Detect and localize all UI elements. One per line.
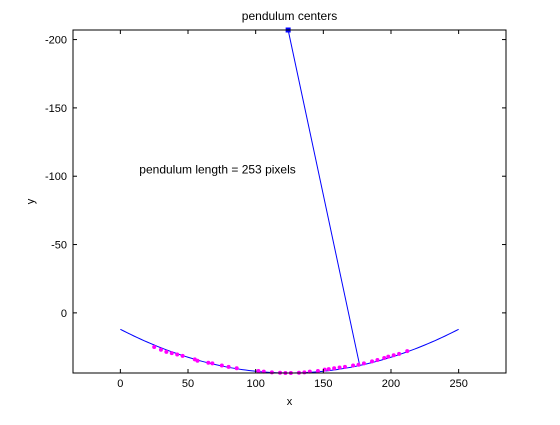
y-tick-label: -150 — [45, 103, 67, 115]
pendulum-length-annotation: pendulum length = 253 pixels — [139, 162, 295, 176]
data-point — [386, 354, 391, 359]
data-point — [405, 349, 410, 354]
y-tick-label: 0 — [61, 308, 67, 320]
data-point — [180, 353, 185, 358]
data-point — [226, 364, 231, 369]
data-point — [337, 365, 342, 370]
y-tick-label: -50 — [51, 240, 67, 252]
x-tick-label: 100 — [246, 378, 264, 390]
data-point — [164, 349, 169, 354]
axes-box — [72, 29, 507, 374]
data-point — [375, 358, 380, 363]
y-tick-label: -100 — [45, 171, 67, 183]
data-point — [195, 358, 200, 363]
y-axis-label: y — [25, 198, 37, 204]
data-point — [169, 351, 174, 356]
data-point — [152, 345, 157, 350]
data-point — [332, 366, 337, 371]
data-point — [391, 353, 396, 358]
plot-area — [73, 30, 506, 373]
x-tick-label: 0 — [117, 378, 123, 390]
data-point — [219, 363, 224, 368]
data-point — [315, 368, 320, 373]
data-point — [370, 359, 375, 364]
data-point — [206, 360, 211, 365]
x-tick-label: 150 — [314, 378, 332, 390]
data-point — [351, 363, 356, 368]
y-tick-label: -200 — [45, 35, 67, 47]
data-point — [382, 355, 387, 360]
data-point — [256, 368, 261, 373]
data-point — [356, 362, 361, 367]
data-point — [175, 352, 180, 357]
data-point — [210, 361, 215, 366]
x-tick-label: 200 — [382, 378, 400, 390]
data-point — [302, 370, 307, 375]
x-tick-label: 50 — [182, 378, 194, 390]
x-tick-label: 250 — [449, 378, 467, 390]
data-point — [342, 364, 347, 369]
data-point — [361, 361, 366, 366]
data-point — [397, 351, 402, 356]
pendulum-rod — [287, 29, 361, 367]
data-point — [326, 367, 331, 372]
data-point — [158, 347, 163, 352]
chart-title: pendulum centers — [242, 9, 337, 23]
data-point — [269, 370, 274, 375]
x-axis-label: x — [287, 396, 293, 408]
data-point — [234, 366, 239, 371]
